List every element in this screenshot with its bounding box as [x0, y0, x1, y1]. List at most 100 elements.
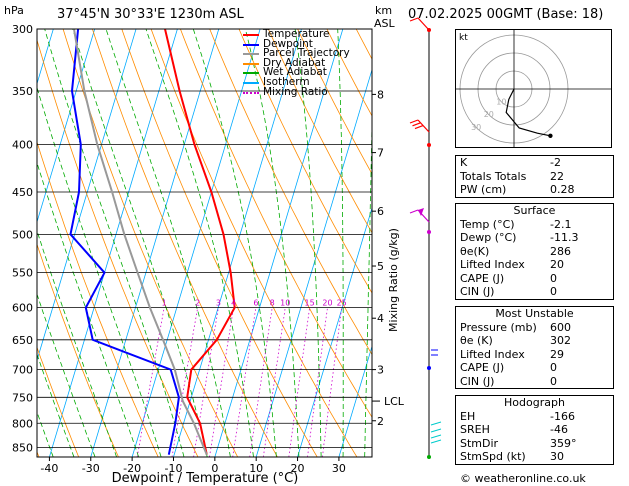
isotherm-line [49, 29, 178, 457]
pressure-tick-label: 550 [12, 267, 33, 280]
row-value: 359° [550, 436, 577, 450]
row-label: Pressure (mb) [460, 320, 537, 334]
totals-label: Totals Totals [460, 169, 527, 183]
isotherm-line [37, 29, 137, 362]
row-label: Dewp (°C) [460, 231, 517, 244]
row-value: 29 [550, 347, 564, 361]
mixing-ratio-label: 20 [322, 299, 332, 308]
mixing-ratio-line [193, 307, 219, 457]
wet-adiabat-line [145, 29, 254, 457]
table-row: Pressure (mb) 600 [456, 321, 613, 335]
mixing-ratio-label: 8 [270, 299, 275, 308]
mixing-ratio-line [322, 307, 343, 457]
wind-barb-feather [430, 428, 442, 433]
row-label: SREH [460, 423, 490, 436]
dry-adiabat-line [238, 29, 372, 294]
surface-table: Surface Temp (°C) -2.1 Dewp (°C) -11.3 θe(K)… [455, 203, 614, 300]
height-tick-label: 3 [377, 364, 384, 377]
most-unstable-title: Most Unstable [495, 307, 574, 320]
pressure-tick-label: 350 [12, 85, 33, 98]
legend-swatch [243, 91, 259, 94]
row-value: 30 [550, 450, 564, 463]
temperature-tick-label: 30 [332, 462, 346, 475]
pressure-tick-label: 400 [12, 139, 33, 152]
row-label: EH [460, 409, 476, 423]
mixing-ratio-label: 10 [280, 299, 290, 308]
copyright-footer[interactable]: © weatheronline.co.uk [460, 472, 586, 485]
pressure-tick-label: 500 [12, 228, 33, 241]
temperature-tick-label: 20 [291, 462, 305, 475]
mixing-ratio-label: 1 [162, 299, 167, 308]
wet-adiabat-line [337, 29, 344, 457]
wind-barb-feather [430, 439, 442, 444]
row-label: θe (K) [460, 334, 493, 347]
isotherm-line [0, 29, 12, 457]
series-temperature [164, 29, 236, 455]
hodograph-endpoint [548, 133, 553, 138]
mixing-ratio-line [262, 307, 286, 457]
table-row: Temp (°C) -2.1 [456, 218, 613, 232]
mixing-ratio-label: 25 [337, 299, 347, 308]
mixing-ratio-line [171, 307, 199, 457]
row-label: CIN (J) [460, 285, 495, 298]
temperature-tick-label: -40 [40, 462, 58, 475]
row-label: θe(K) [460, 244, 490, 258]
row-label: Lifted Index [460, 347, 525, 361]
hodograph-table-title: Hodograph [504, 396, 565, 409]
row-label: CAPE (J) [460, 271, 505, 285]
wind-level-dot [427, 366, 431, 370]
hodograph-frame [455, 29, 612, 148]
legend-label: Dry Adiabat [263, 56, 326, 69]
row-value: 20 [550, 258, 564, 271]
table-row: StmDir 359° [456, 437, 613, 451]
pressure-tick-label: 600 [12, 302, 33, 315]
height-tick-label: 6 [377, 205, 384, 218]
legend-label: Temperature [263, 28, 330, 40]
wind-barb-feather [414, 125, 424, 130]
row-label: CIN (J) [460, 374, 495, 388]
height-tick-label: 5 [377, 260, 384, 273]
wind-barb-feather [412, 122, 421, 127]
mixing-ratio-label: 15 [305, 299, 315, 308]
dry-adiabat-line [37, 243, 119, 457]
row-value: 286 [550, 244, 571, 258]
row-value: 600 [550, 320, 571, 334]
legend-swatch [243, 43, 259, 46]
hodograph-trace [505, 88, 551, 137]
wind-barb-feather [409, 17, 419, 22]
wet-adiabat-line [44, 29, 185, 457]
mixing-ratio-line [232, 307, 257, 457]
height-tick-label: 2 [377, 415, 384, 428]
isotherm-line [90, 29, 220, 457]
hodograph-ring-label: 30 [471, 123, 481, 132]
row-value: 0 [550, 285, 557, 298]
hodograph-unit: kt [459, 33, 468, 43]
legend-swatch [243, 34, 259, 36]
pressure-tick-label: 700 [12, 364, 33, 377]
height-tick-label: 8 [377, 88, 384, 101]
height-unit-label-asl: ASL [374, 17, 395, 30]
mixing-ratio-axis-label: Mixing Ratio (g/kg) [387, 228, 400, 332]
legend-label: Wet Adiabat [263, 66, 327, 79]
dry-adiabat-line [62, 29, 239, 457]
table-row: EH -166 [456, 410, 613, 424]
temperature-tick-label: 0 [211, 462, 218, 475]
wind-level-dot [427, 143, 431, 147]
wind-barb-feather [430, 434, 442, 439]
table-row: Dewp (°C) -11.3 [456, 231, 613, 245]
height-tick-label: 4 [377, 312, 384, 325]
wind-barb [409, 17, 430, 31]
dry-adiabat-line [37, 38, 199, 457]
dry-adiabat-line [267, 29, 372, 234]
legend-swatch [243, 81, 259, 84]
wet-adiabat-line [72, 29, 208, 457]
mixing-ratio-line [209, 307, 234, 457]
table-row: CAPE (J) 0 [456, 272, 613, 286]
pressure-tick-label: 750 [12, 391, 33, 404]
mixing-ratio-label: 4 [231, 299, 236, 308]
row-value: 302 [550, 334, 571, 347]
indices-table: K -2 Totals Totals 22 PW (cm) 0.28 [455, 155, 614, 198]
wind-barb-staff [417, 17, 430, 31]
hodograph-table: Hodograph EH -166 SREH -46 StmDir 359° StmSpd … [455, 395, 614, 465]
